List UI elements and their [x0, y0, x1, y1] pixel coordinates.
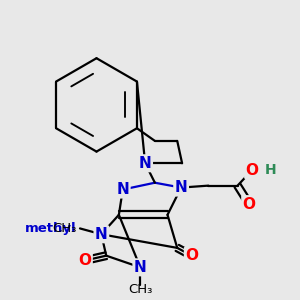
Text: O: O	[246, 163, 259, 178]
Text: CH₃: CH₃	[128, 283, 152, 296]
Text: N: N	[134, 260, 147, 275]
Text: N: N	[139, 156, 152, 171]
Text: O: O	[185, 248, 198, 263]
Text: O: O	[78, 253, 91, 268]
Text: O: O	[243, 196, 256, 211]
Text: N: N	[95, 227, 108, 242]
Text: H: H	[265, 163, 276, 177]
Text: CH₃: CH₃	[52, 222, 76, 235]
Text: methyl: methyl	[25, 222, 76, 235]
Text: N: N	[116, 182, 129, 197]
Text: N: N	[175, 180, 188, 195]
